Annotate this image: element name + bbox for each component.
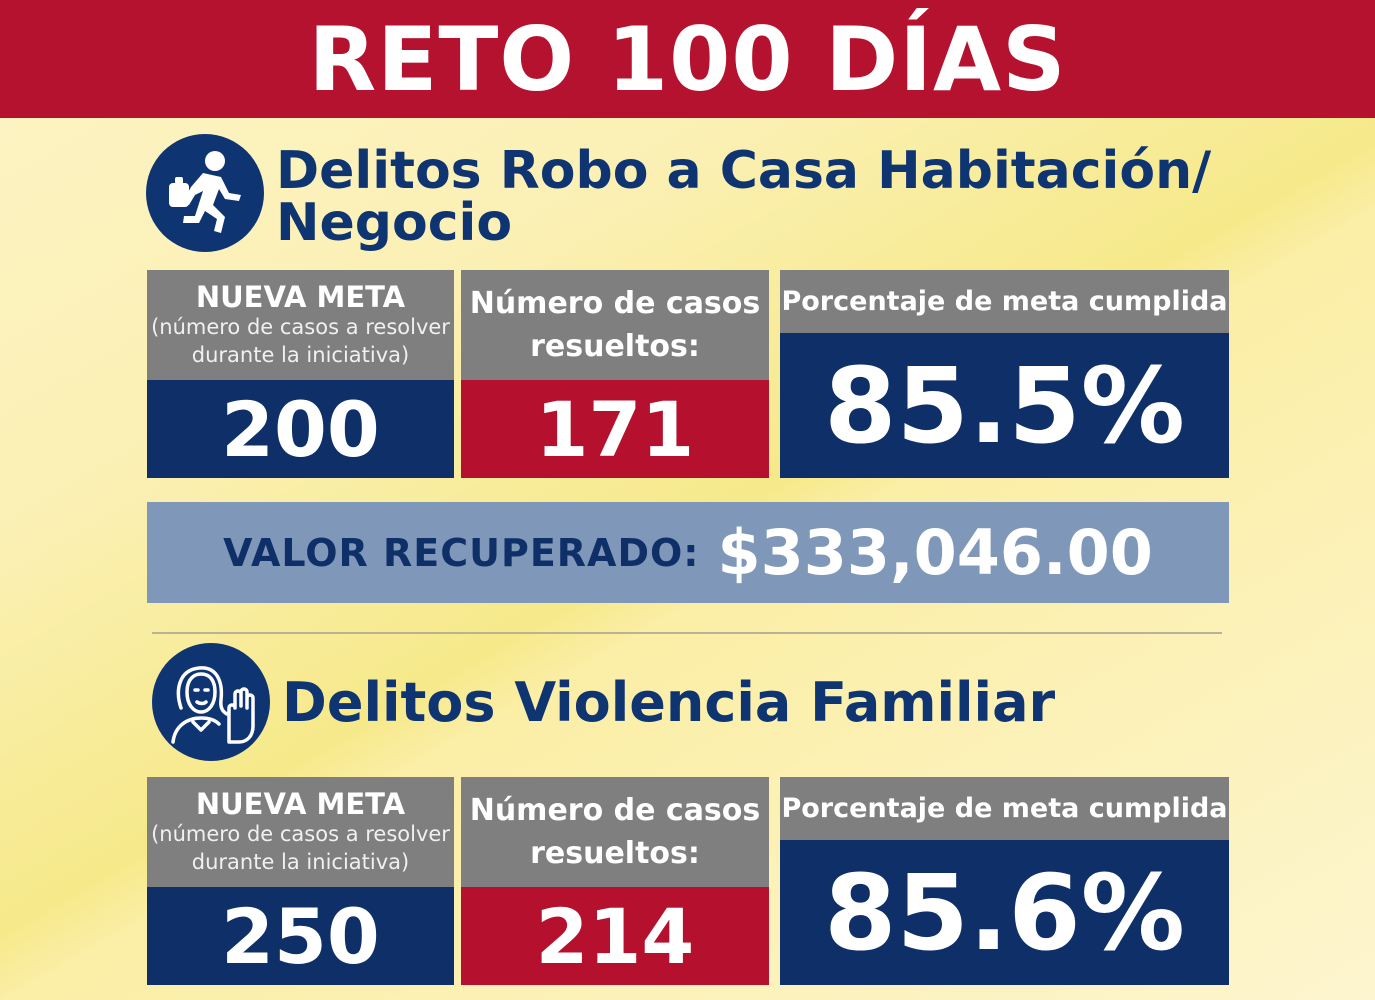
section-title-line: Delitos Violencia Familiar [282,671,1056,734]
nueva-meta-value-box: 200 [147,380,454,478]
woman-stop-hand-icon [152,643,270,761]
casos-label: resueltos: [530,329,700,364]
casos-label: resueltos: [530,836,700,871]
nueva-meta-sublabel: (número de casos a resolver [151,822,450,847]
casos-label: Número de casos [469,792,761,828]
porcentaje-value: 85.5% [824,344,1185,467]
page-title: RETO 100 DÍAS [308,7,1067,111]
nueva-meta-sublabel: durante la iniciativa) [191,849,410,874]
nueva-meta-value: 200 [221,384,380,474]
valor-recuperado-amount: $333,046.00 [717,516,1153,589]
porcentaje-header: Porcentaje de meta cumplida [780,270,1229,333]
section-divider [152,632,1222,634]
nueva-meta-sublabel: (número de casos a resolver [151,315,450,340]
section-title-line: Delitos Robo a Casa Habitación/ [276,141,1212,201]
nueva-meta-label: NUEVA META [195,787,406,822]
casos-header: Número de casos resueltos: [461,270,769,380]
porcentaje-value-box: 85.5% [780,333,1229,478]
nueva-meta-label: NUEVA META [195,280,406,315]
nueva-meta-value: 250 [221,891,380,981]
porcentaje-header: Porcentaje de meta cumplida [780,777,1229,840]
nueva-meta-value-box: 250 [147,887,454,985]
nueva-meta-sublabel: durante la iniciativa) [191,342,410,367]
valor-recuperado-bar: VALOR RECUPERADO: $333,046.00 [147,502,1229,603]
casos-value-box: 214 [461,887,769,985]
section-title-robo: Delitos Robo a Casa Habitación/ Negocio [276,145,1211,249]
porcentaje-value-box: 85.6% [780,840,1229,985]
nueva-meta-header: NUEVA META (número de casos a resolver d… [147,777,454,887]
nueva-meta-header: NUEVA META (número de casos a resolver d… [147,270,454,380]
section-title-line: Negocio [276,193,513,253]
valor-recuperado-label: VALOR RECUPERADO: [223,530,700,575]
porcentaje-label: Porcentaje de meta cumplida [781,793,1228,824]
casos-value-box: 171 [461,380,769,478]
casos-label: Número de casos [469,285,761,321]
casos-value: 214 [535,891,695,981]
porcentaje-value: 85.6% [824,851,1185,974]
porcentaje-label: Porcentaje de meta cumplida [781,286,1228,317]
casos-header: Número de casos resueltos: [461,777,769,887]
casos-value: 171 [535,384,695,474]
section-title-violencia: Delitos Violencia Familiar [282,676,1055,730]
title-banner: RETO 100 DÍAS [0,0,1375,118]
running-thief-icon [146,134,264,252]
